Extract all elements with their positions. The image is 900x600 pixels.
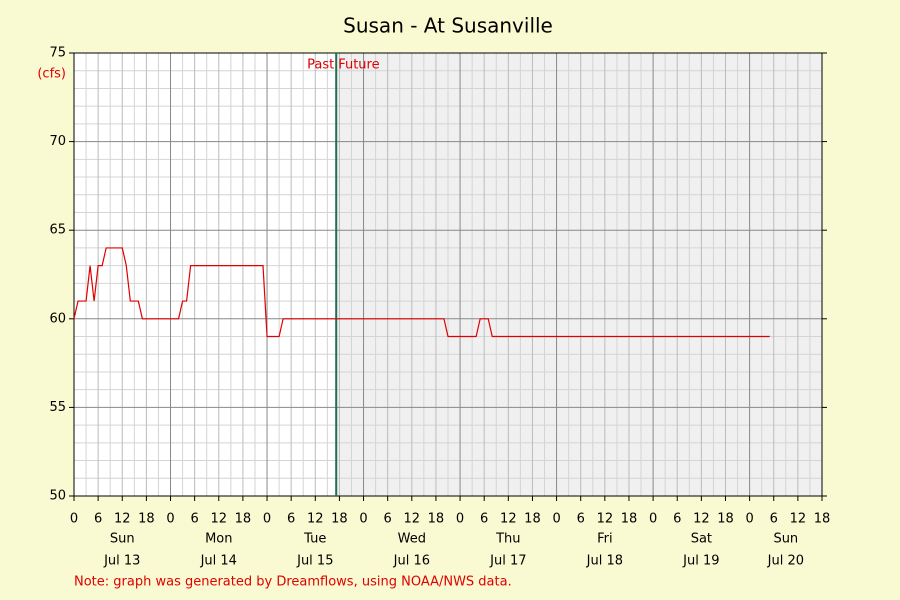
x-tick-label: 12	[500, 512, 517, 527]
date-label: Jul 19	[682, 554, 719, 569]
x-tick-label: 6	[287, 512, 295, 527]
date-label: Jul 20	[767, 554, 804, 569]
date-label: Jul 18	[586, 554, 623, 569]
x-tick-label: 6	[770, 512, 778, 527]
x-tick-label: 18	[621, 512, 638, 527]
x-tick-label: 12	[404, 512, 421, 527]
weekday-label: Sat	[691, 532, 712, 547]
future-region	[336, 53, 822, 496]
date-label: Jul 15	[296, 554, 333, 569]
x-tick-label: 0	[359, 512, 367, 527]
x-tick-label: 6	[480, 512, 488, 527]
x-tick-label: 6	[384, 512, 392, 527]
y-tick-label: 70	[49, 134, 66, 149]
chart-title: Susan - At Susanville	[343, 14, 553, 38]
x-tick-label: 0	[745, 512, 753, 527]
date-label: Jul 13	[103, 554, 140, 569]
x-tick-label: 12	[211, 512, 228, 527]
weekday-label: Tue	[303, 532, 326, 547]
x-tick-label: 6	[673, 512, 681, 527]
date-label: Jul 14	[200, 554, 237, 569]
date-label: Jul 16	[393, 554, 430, 569]
weekday-label: Sun	[110, 532, 135, 547]
data-line	[73, 247, 770, 338]
x-tick-label: 0	[552, 512, 560, 527]
date-label: Jul 17	[489, 554, 526, 569]
x-tick-label: 12	[693, 512, 710, 527]
y-tick-label: 65	[49, 223, 66, 238]
x-tick-label: 0	[166, 512, 174, 527]
x-tick-label: 18	[331, 512, 348, 527]
y-tick-label: 75	[49, 46, 66, 61]
x-tick-label: 18	[717, 512, 734, 527]
weekday-label: Wed	[398, 532, 426, 547]
y-tick-label: 60	[49, 311, 66, 326]
y-tick-label: 50	[49, 489, 66, 504]
x-tick-label: 18	[524, 512, 541, 527]
x-tick-label: 0	[70, 512, 78, 527]
note: Note: graph was generated by Dreamflows,…	[74, 575, 512, 590]
x-tick-label: 6	[577, 512, 585, 527]
past-label: Past	[307, 58, 334, 73]
x-tick-label: 0	[263, 512, 271, 527]
x-tick-label: 18	[138, 512, 155, 527]
y-tick-label: 55	[49, 400, 66, 415]
x-tick-label: 6	[191, 512, 199, 527]
x-tick-label: 6	[94, 512, 102, 527]
x-tick-label: 0	[456, 512, 464, 527]
future-label: Future	[338, 58, 379, 73]
x-tick-label: 12	[597, 512, 614, 527]
weekday-label: Fri	[597, 532, 613, 547]
weekday-label: Thu	[495, 532, 520, 547]
x-tick-label: 12	[114, 512, 131, 527]
x-tick-label: 12	[790, 512, 807, 527]
x-tick-label: 18	[428, 512, 445, 527]
x-tick-label: 0	[649, 512, 657, 527]
weekday-label: Mon	[205, 532, 232, 547]
x-tick-label: 18	[235, 512, 252, 527]
weekday-label: Sun	[773, 532, 798, 547]
y-unit: (cfs)	[37, 67, 66, 82]
x-tick-label: 18	[814, 512, 831, 527]
plot-frame	[73, 52, 823, 497]
x-tick-label: 12	[307, 512, 324, 527]
